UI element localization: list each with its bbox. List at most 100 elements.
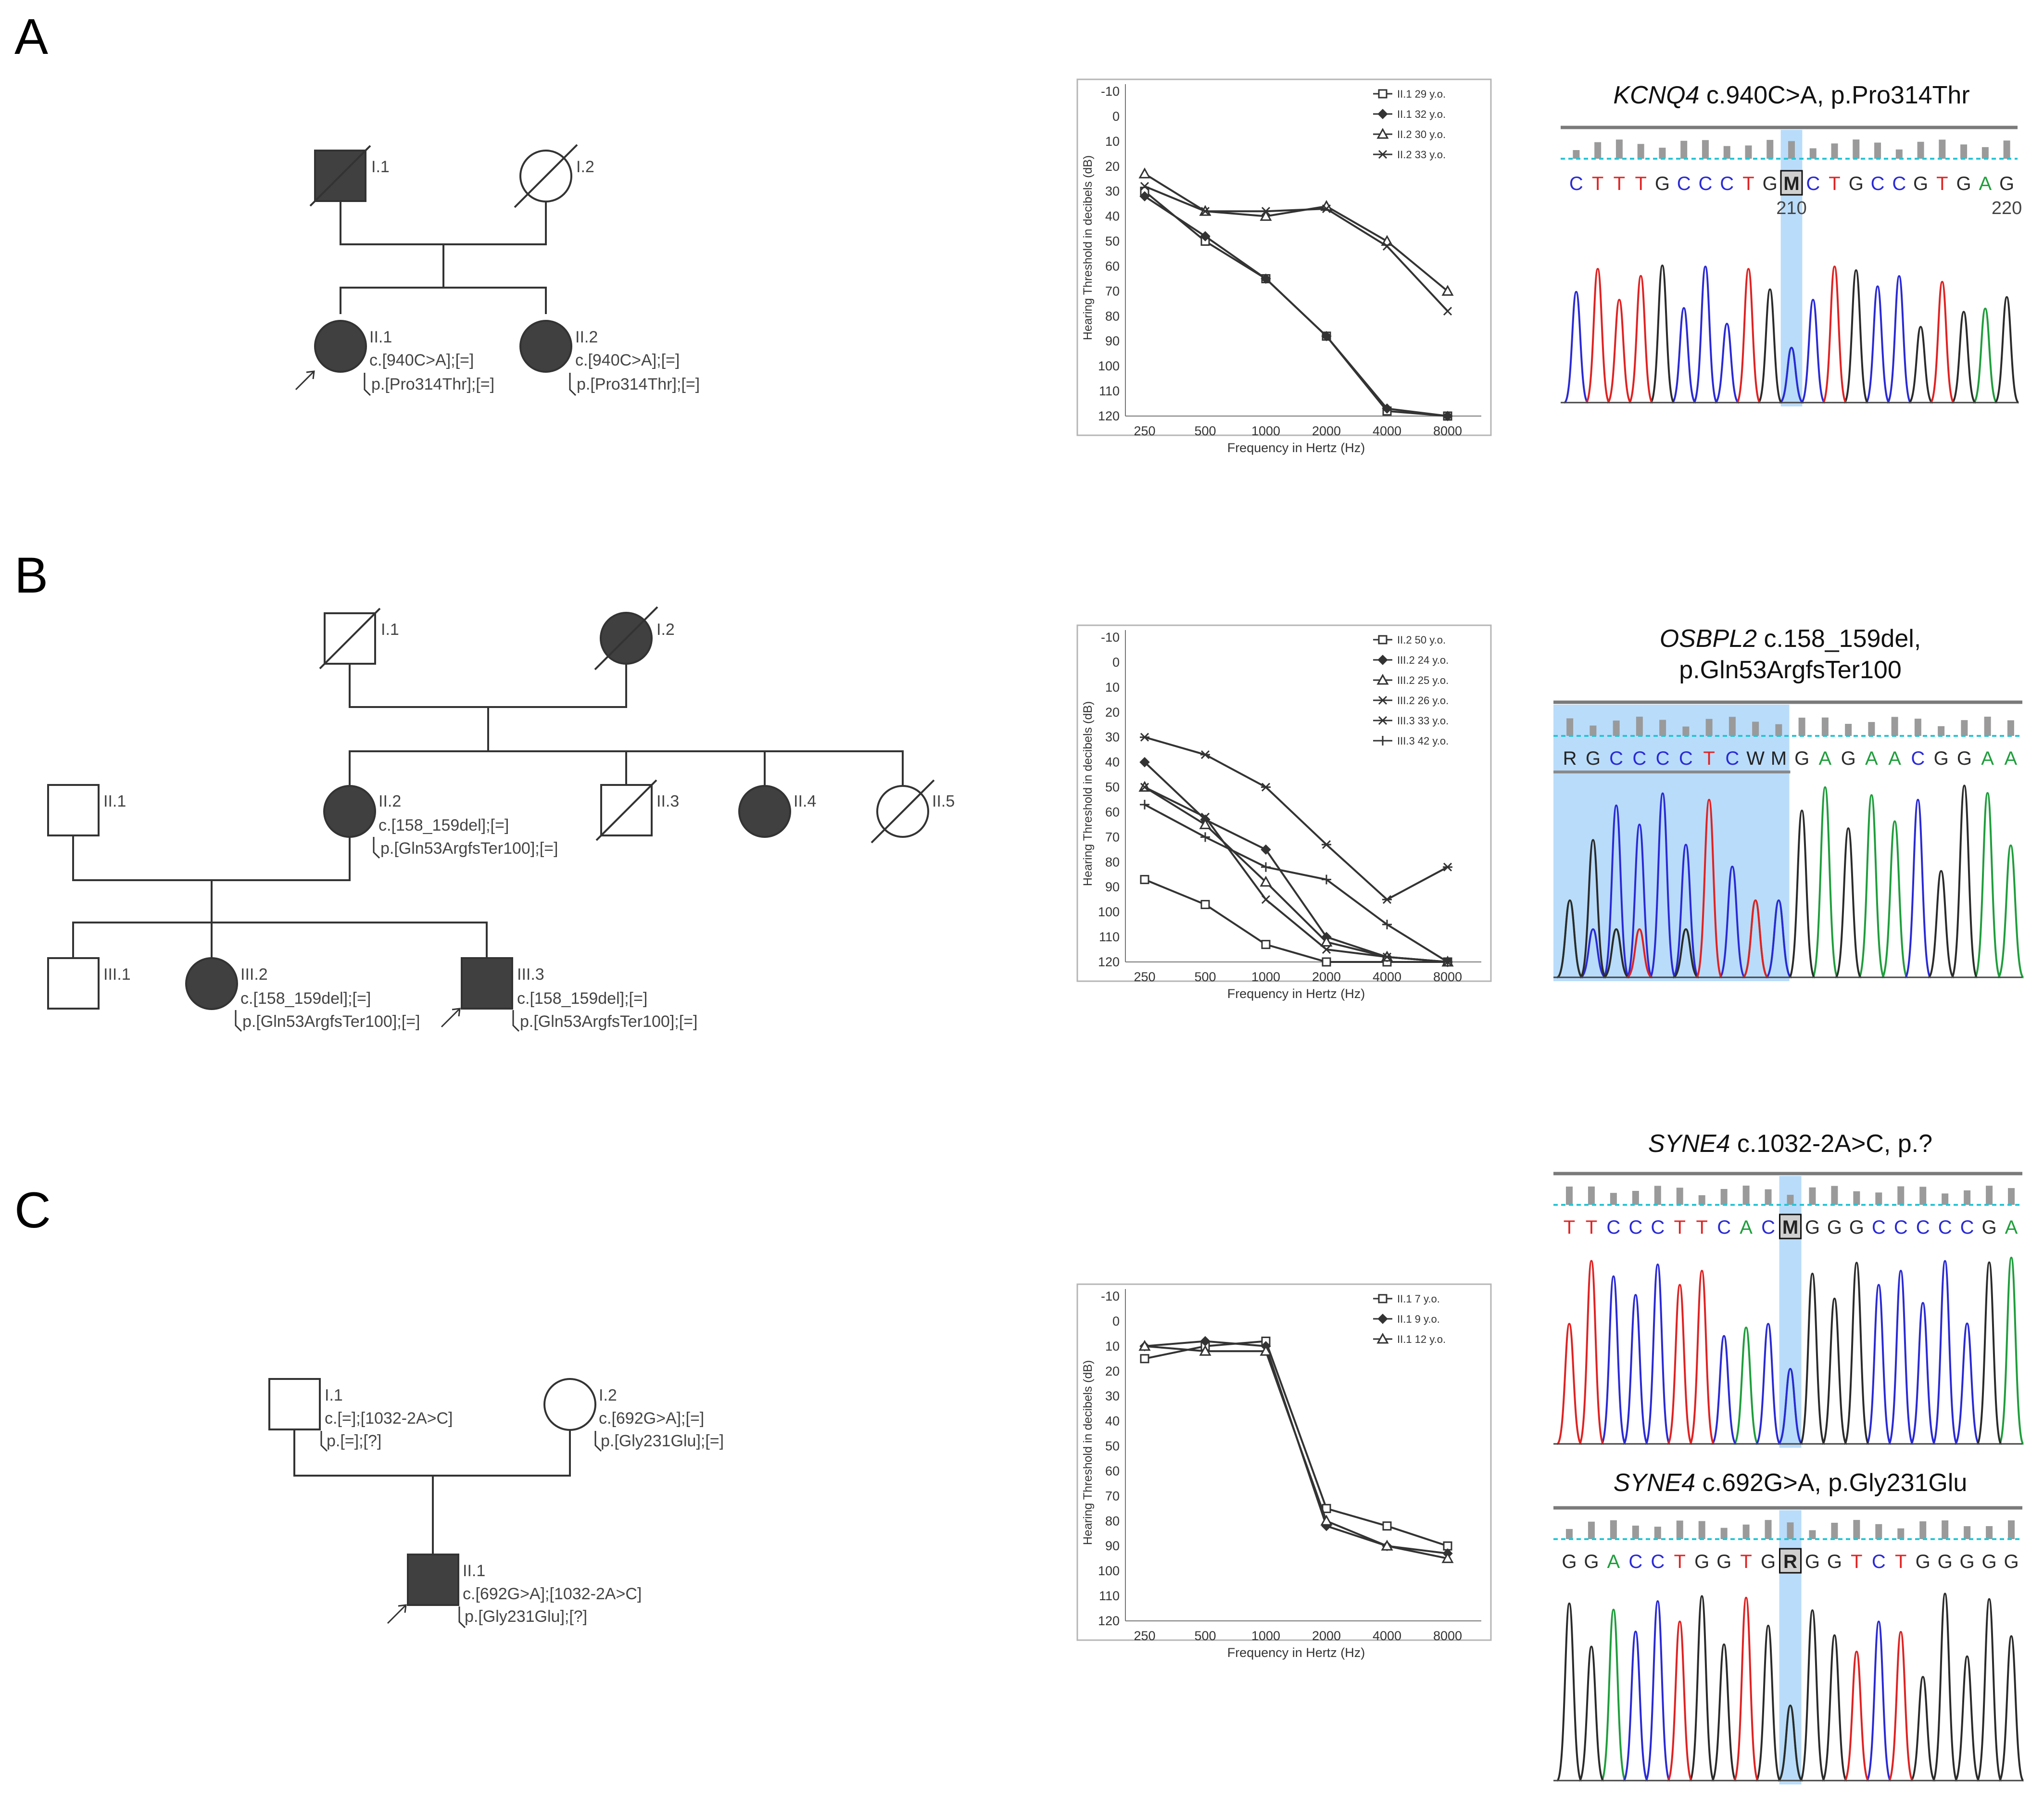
legend-label: II.2 50 y.o.	[1397, 634, 1446, 646]
base-call: G	[1982, 1551, 1997, 1572]
variant-cdna: c.[940C>A];[=]	[369, 351, 474, 369]
data-point	[1139, 757, 1150, 768]
quality-bar	[1765, 1189, 1772, 1205]
data-point	[1378, 695, 1388, 705]
y-tick-label: -10	[1101, 84, 1120, 99]
y-tick-label: 110	[1099, 1589, 1120, 1603]
trace-C	[1600, 1260, 1981, 1445]
data-point	[1260, 875, 1272, 887]
quality-bar	[1766, 139, 1774, 159]
base-call: C	[1806, 173, 1820, 194]
quality-bar	[1632, 1190, 1639, 1205]
quality-bar	[1588, 1521, 1595, 1539]
data-point	[1381, 1540, 1393, 1551]
base-call: C	[1717, 1217, 1731, 1238]
data-point	[1322, 204, 1331, 214]
base-call: C	[1699, 173, 1713, 194]
y-tick-label: 80	[1105, 855, 1120, 869]
trace-T	[1666, 1596, 1914, 1782]
highlight-region	[1553, 705, 1790, 981]
x-tick-label: 2000	[1312, 424, 1341, 438]
quality-bar	[1565, 1186, 1573, 1205]
y-tick-label: 100	[1098, 1564, 1120, 1578]
variant-cdna: c.[=];[1032-2A>C]	[325, 1409, 453, 1428]
data-point	[1200, 207, 1210, 216]
chromatogram-c1: SYNE4 c.1032-2A>C, p.?T T C C C T T C A C M G G G C C C C…	[1553, 1130, 2025, 1448]
y-tick-label: 50	[1105, 780, 1120, 795]
y-tick-label: 90	[1105, 1539, 1120, 1553]
base-call: C	[1892, 173, 1906, 194]
data-point	[1377, 109, 1388, 119]
quality-bar	[1875, 1192, 1882, 1205]
trace-G	[1556, 1593, 2025, 1782]
quality-bar	[1682, 726, 1690, 736]
quality-bar	[1914, 719, 1921, 736]
base-call: G	[1761, 1551, 1776, 1572]
quality-bar	[1831, 1522, 1838, 1539]
data-point	[1261, 844, 1271, 855]
pedigree-label: I.2	[656, 620, 675, 639]
series-line	[1144, 185, 1449, 312]
quality-bar	[1984, 717, 1991, 736]
quality-bar	[1632, 1525, 1639, 1539]
quality-bar	[1831, 1186, 1838, 1205]
position-label: 220	[1992, 198, 2022, 218]
pedigree-b-III3-affected-male	[461, 957, 513, 1010]
quality-bar	[1939, 139, 1946, 159]
quality-bar	[1720, 1528, 1728, 1539]
y-tick-label: 40	[1105, 209, 1120, 224]
base-call: C	[1960, 1217, 1974, 1238]
variant-cdna: c.[692G>A];[=]	[599, 1409, 704, 1428]
trace-G	[1799, 1261, 2003, 1445]
base-call: G	[1956, 173, 1971, 194]
variant-name: c.158_159del,	[1757, 625, 1921, 653]
base-call: T	[1742, 173, 1754, 194]
quality-bar	[1742, 1524, 1750, 1539]
quality-bar	[1765, 1520, 1772, 1539]
data-point	[1382, 952, 1392, 961]
data-point	[1443, 306, 1452, 316]
base-call: A	[2005, 748, 2018, 769]
quality-bar	[1798, 718, 1805, 736]
base-call: T	[1674, 1551, 1686, 1572]
y-tick-label: 20	[1105, 1364, 1120, 1378]
quality-bar	[1895, 149, 1903, 159]
legend-label: III.2 24 y.o.	[1397, 654, 1449, 666]
trace-T	[1585, 265, 1955, 404]
base-call: T	[1614, 173, 1625, 194]
x-axis-label: Frequency in Hertz (Hz)	[1227, 1645, 1365, 1660]
gene-name: OSBPL2	[1660, 625, 1757, 653]
quality-bar	[1676, 1188, 1683, 1205]
quality-bar	[1917, 141, 1924, 159]
pedigree-label: II.1	[103, 792, 126, 810]
position-label: 210	[1776, 198, 1806, 218]
pedigree-label: II.4	[794, 792, 816, 810]
quality-bar	[2003, 140, 2010, 159]
y-tick-label: 20	[1105, 159, 1120, 174]
x-axis-label: Frequency in Hertz (Hz)	[1227, 441, 1365, 455]
panel-letter-c: C	[14, 1182, 51, 1239]
data-point	[1199, 1345, 1211, 1356]
y-tick-label: 120	[1098, 1614, 1120, 1628]
legend-label: II.2 33 y.o.	[1397, 149, 1446, 161]
y-tick-label: 90	[1105, 880, 1120, 894]
quality-bar	[1723, 146, 1730, 159]
base-call: A	[1740, 1217, 1753, 1238]
base-call: C	[1628, 1217, 1642, 1238]
quality-bar	[1588, 1186, 1595, 1205]
data-point	[1442, 411, 1453, 421]
base-call: C	[1725, 748, 1739, 769]
base-call: C	[1651, 1551, 1665, 1572]
data-point	[1378, 635, 1388, 645]
legend-label: II.1 32 y.o.	[1397, 108, 1446, 120]
y-tick-label: 10	[1105, 680, 1120, 695]
variant-cdna: c.[158_159del];[=]	[517, 989, 647, 1008]
annotation-bracket	[364, 373, 371, 396]
base-call: T	[1829, 173, 1840, 194]
deceased-line	[595, 779, 657, 841]
audiogram-b: -10 0 10 20 30 40 50 60 70 80 90 100 110 120 250 500 100…	[1076, 624, 1492, 1001]
base-call: C	[1569, 173, 1583, 194]
y-axis-label: Hearing Threshold in decibels (dB)	[1081, 155, 1095, 340]
